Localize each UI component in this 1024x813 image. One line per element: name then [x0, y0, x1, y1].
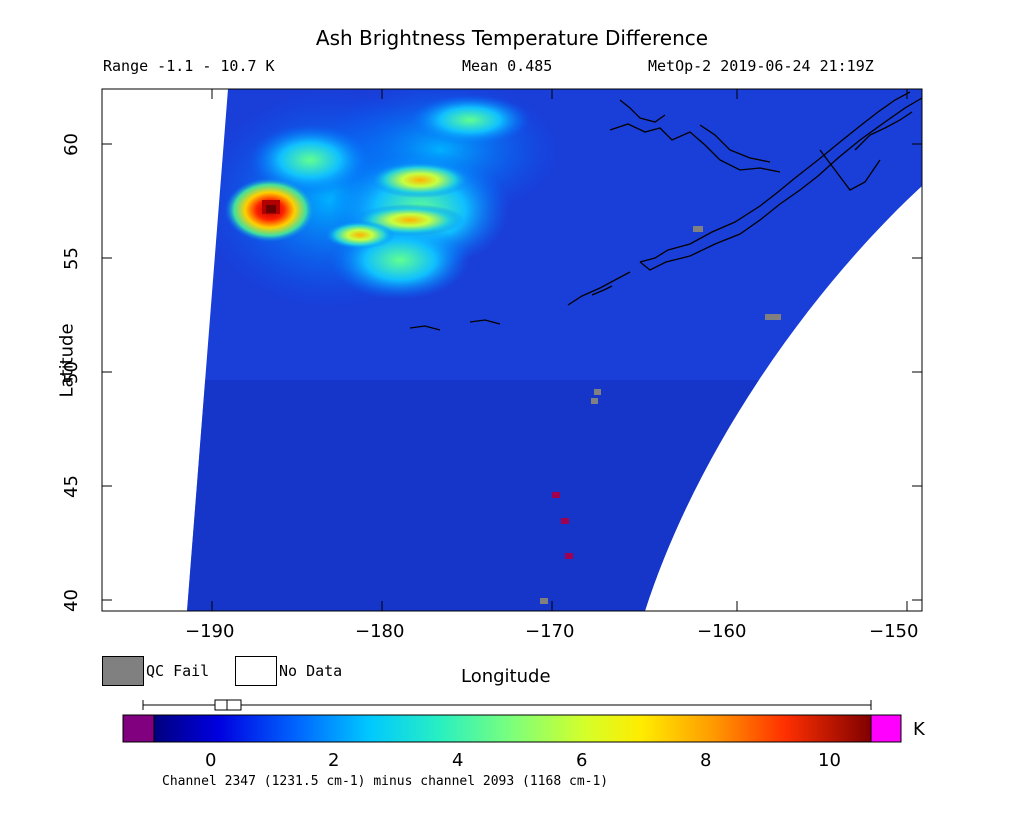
- colorbar-under: [122, 714, 155, 743]
- low-value-pixels: [552, 492, 573, 559]
- mean-value: Mean 0.485: [462, 57, 553, 75]
- coastlines: [409, 91, 923, 331]
- x-axis-label: Longitude: [461, 666, 551, 687]
- x-tick-label: −150: [869, 621, 919, 642]
- figure-title: Ash Brightness Temperature Difference: [315, 26, 709, 50]
- x-tick-label: −160: [697, 621, 747, 642]
- colorbar: [122, 714, 902, 743]
- no-data-label: No Data: [279, 662, 343, 680]
- x-tick-label: −190: [185, 621, 235, 642]
- qc-fail-label: QC Fail: [146, 662, 210, 680]
- colorbar-unit: K: [913, 719, 925, 740]
- colorbar-tick-label: 8: [700, 750, 712, 771]
- x-tick-label: −180: [355, 621, 405, 642]
- colorbar-tick-label: 2: [328, 750, 340, 771]
- plot-frame: [101, 88, 923, 612]
- y-tick-label: 60: [60, 133, 82, 156]
- no-data-swatch: [235, 656, 277, 686]
- satellite-timestamp: MetOp-2 2019-06-24 21:19Z: [648, 57, 874, 75]
- range-box-plot: [142, 699, 872, 711]
- colorbar-tick-label: 6: [576, 750, 588, 771]
- colorbar-tick-label: 10: [818, 750, 841, 771]
- y-tick-label: 55: [60, 247, 82, 270]
- x-tick-label: −170: [525, 621, 575, 642]
- colorbar-scale: [153, 714, 872, 743]
- channel-footnote: Channel 2347 (1231.5 cm-1) minus channel…: [162, 774, 609, 789]
- qc-fail-swatch: [102, 656, 144, 686]
- y-axis-ticks: [102, 143, 922, 601]
- x-axis-ticks: [211, 89, 908, 611]
- value-range: Range -1.1 - 10.7 K: [103, 57, 275, 75]
- qc-fail-pixels: [540, 226, 781, 604]
- colorbar-over: [870, 714, 902, 743]
- colorbar-tick-label: 4: [452, 750, 464, 771]
- colorbar-tick-label: 0: [205, 750, 217, 771]
- y-tick-label: 45: [60, 475, 82, 498]
- y-tick-label: 40: [60, 589, 82, 612]
- y-tick-label: 50: [60, 361, 82, 384]
